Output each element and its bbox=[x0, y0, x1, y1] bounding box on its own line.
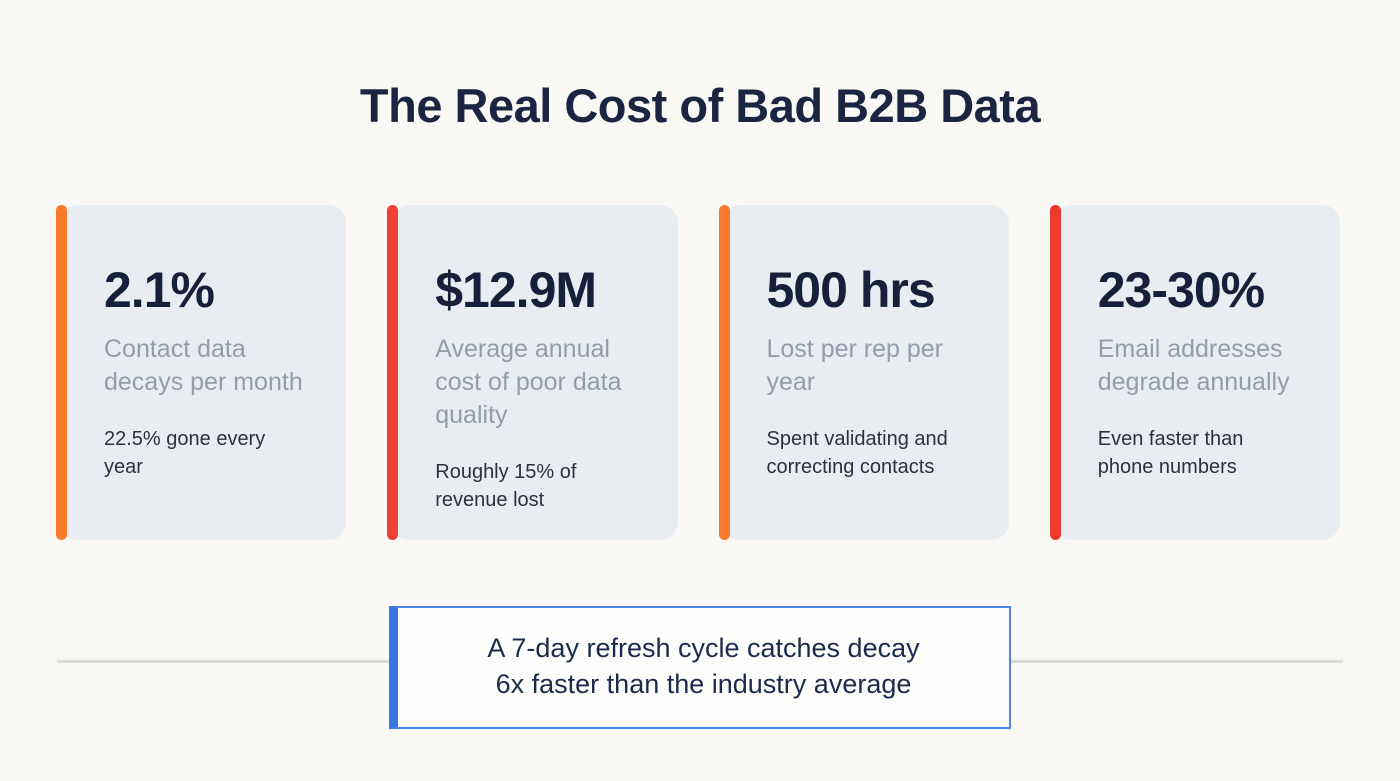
stat-subtitle: Contact data decays per month bbox=[104, 335, 303, 396]
stat-description: Roughly 15% of revenue lost bbox=[435, 461, 577, 511]
card-accent-bar bbox=[718, 205, 730, 540]
stat-value: $12.9M bbox=[435, 262, 597, 318]
card-accent-bar bbox=[1049, 205, 1061, 540]
stat-card-hours-lost: 500 hrs Lost per rep per year Spent vali… bbox=[718, 205, 1009, 540]
card-accent-bar bbox=[56, 205, 67, 540]
stat-cards-row: 2.1% Contact data decays per month 22.5%… bbox=[0, 205, 1400, 540]
callout-line-1: A 7-day refresh cycle catches decay bbox=[487, 633, 920, 663]
footer-section: A 7-day refresh cycle catches decay 6x f… bbox=[0, 606, 1400, 729]
stat-card-contact-decay: 2.1% Contact data decays per month 22.5%… bbox=[56, 205, 347, 540]
callout-box: A 7-day refresh cycle catches decay 6x f… bbox=[389, 606, 1011, 729]
stat-subtitle: Average annual cost of poor data quality bbox=[435, 335, 622, 429]
stat-value: 500 hrs bbox=[766, 262, 936, 318]
stat-card-email-degrade: 23-30% Email addresses degrade annually … bbox=[1049, 205, 1340, 540]
card-accent-bar bbox=[387, 205, 399, 540]
callout-line-2: 6x faster than the industry average bbox=[495, 669, 912, 700]
stat-description: Spent validating and correcting contacts bbox=[766, 428, 948, 478]
page-title: The Real Cost of Bad B2B Data bbox=[359, 79, 1041, 132]
stat-subtitle: Lost per rep per year bbox=[766, 335, 944, 396]
stat-description: 22.5% gone every year bbox=[104, 428, 266, 478]
stat-card-annual-cost: $12.9M Average annual cost of poor data … bbox=[387, 205, 678, 540]
stat-description: Even faster than phone numbers bbox=[1097, 428, 1244, 478]
stat-value: 23-30% bbox=[1097, 262, 1265, 318]
stat-value: 2.1% bbox=[104, 262, 215, 318]
stat-subtitle: Email addresses degrade annually bbox=[1097, 335, 1290, 396]
